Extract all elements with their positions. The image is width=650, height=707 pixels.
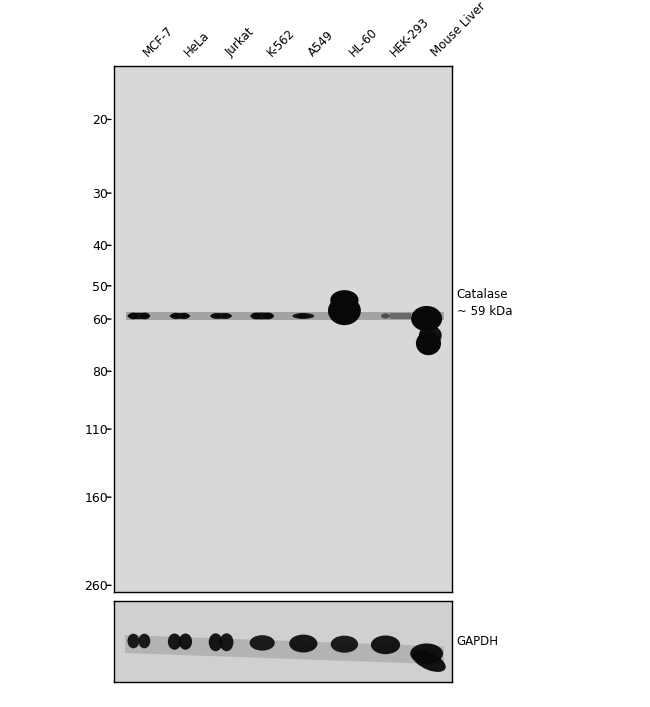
Ellipse shape	[250, 312, 274, 320]
Ellipse shape	[263, 312, 274, 320]
Ellipse shape	[410, 643, 443, 664]
Ellipse shape	[180, 312, 189, 319]
Ellipse shape	[381, 313, 390, 319]
Ellipse shape	[289, 635, 317, 653]
Ellipse shape	[211, 313, 221, 319]
Ellipse shape	[331, 636, 358, 653]
Ellipse shape	[127, 312, 150, 319]
Text: A549: A549	[306, 29, 336, 59]
Ellipse shape	[292, 313, 314, 319]
Ellipse shape	[128, 312, 138, 320]
Polygon shape	[126, 312, 444, 320]
Ellipse shape	[209, 633, 222, 651]
Ellipse shape	[371, 636, 400, 654]
Ellipse shape	[171, 312, 180, 319]
Ellipse shape	[328, 296, 361, 325]
Ellipse shape	[221, 313, 231, 319]
Text: GAPDH: GAPDH	[457, 635, 499, 648]
Text: K-562: K-562	[265, 27, 297, 59]
Ellipse shape	[330, 290, 359, 310]
Ellipse shape	[251, 312, 262, 320]
Ellipse shape	[179, 633, 192, 650]
Ellipse shape	[250, 635, 275, 650]
Ellipse shape	[170, 313, 190, 319]
Text: Mouse Liver: Mouse Liver	[429, 0, 488, 59]
Ellipse shape	[210, 313, 232, 319]
Ellipse shape	[416, 332, 441, 355]
Text: Catalase
~ 59 kDa: Catalase ~ 59 kDa	[457, 288, 512, 317]
Ellipse shape	[138, 633, 150, 648]
Text: HEK-293: HEK-293	[388, 16, 432, 59]
Ellipse shape	[168, 633, 181, 650]
Polygon shape	[125, 635, 444, 665]
Ellipse shape	[220, 633, 233, 651]
Ellipse shape	[411, 306, 442, 331]
Ellipse shape	[412, 650, 446, 672]
Ellipse shape	[419, 325, 442, 346]
Text: HeLa: HeLa	[182, 29, 213, 59]
Ellipse shape	[127, 633, 139, 648]
Text: HL-60: HL-60	[346, 26, 380, 59]
Ellipse shape	[296, 313, 310, 319]
Polygon shape	[390, 313, 411, 319]
Text: MCF-7: MCF-7	[141, 24, 176, 59]
Text: Jurkat: Jurkat	[224, 26, 257, 59]
Ellipse shape	[140, 312, 150, 320]
